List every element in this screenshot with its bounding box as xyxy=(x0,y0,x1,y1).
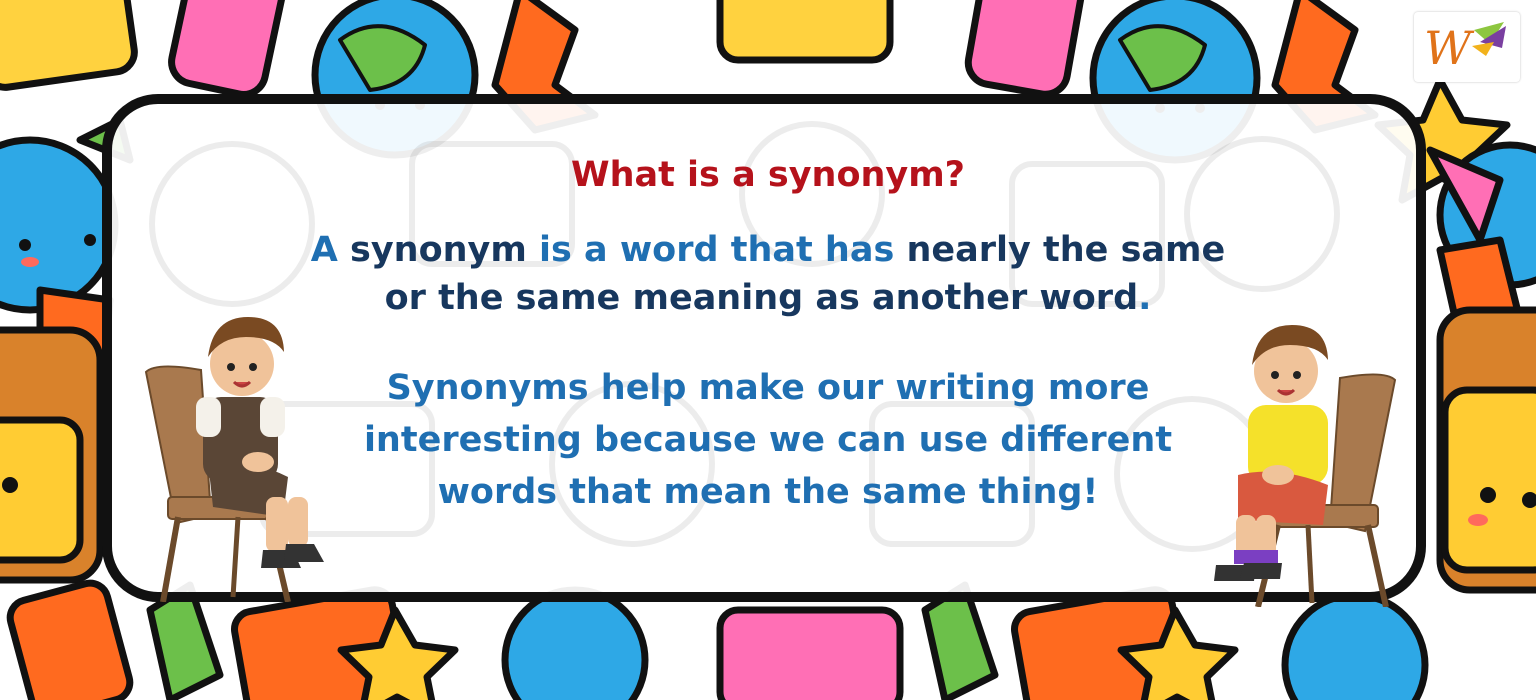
definition-part: or the same meaning as another word xyxy=(384,278,1139,318)
logo-letter: W xyxy=(1424,21,1475,75)
logo-icon[interactable]: W xyxy=(1414,12,1520,82)
page-title: What is a synonym? xyxy=(571,155,965,195)
definition-text: A synonym is a word that has nearly the … xyxy=(0,226,1536,322)
definition-period: . xyxy=(1138,278,1152,318)
boy-sitting-left-illustration xyxy=(144,317,324,602)
definition-part: is a word that has xyxy=(539,230,895,270)
content-card xyxy=(102,94,1426,602)
definition-term: synonym xyxy=(350,230,527,270)
boy-sitting-right-illustration xyxy=(1214,325,1397,607)
definition-part: nearly the same xyxy=(906,230,1226,270)
explanation-line: words that mean the same thing! xyxy=(437,472,1099,512)
explanation-line: Synonyms help make our writing more xyxy=(386,368,1150,408)
faint-pattern-overlay xyxy=(149,121,1340,552)
definition-part: A xyxy=(310,230,338,270)
explanation-text: Synonyms help make our writing more inte… xyxy=(0,362,1536,518)
explanation-line: interesting because we can use different xyxy=(363,420,1173,460)
